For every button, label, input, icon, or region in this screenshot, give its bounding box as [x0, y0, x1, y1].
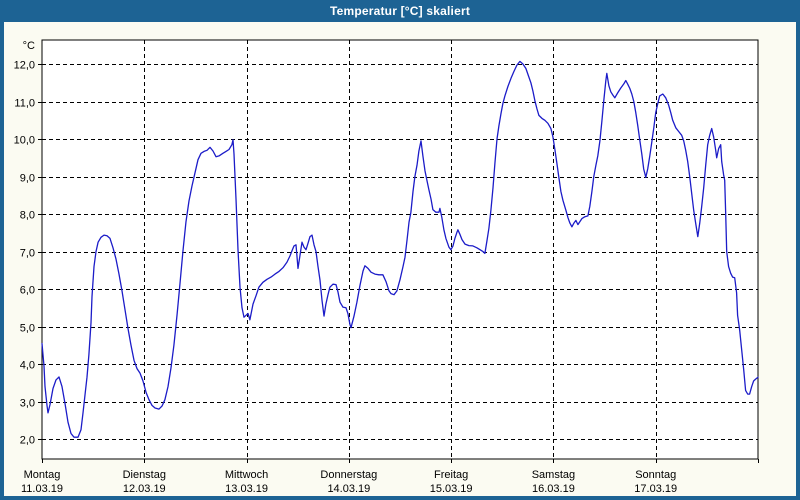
- x-day-label: Mittwoch: [225, 469, 268, 481]
- window-frame-right: [796, 22, 800, 500]
- temperature-line: [41, 60, 759, 438]
- y-tick-label: 8,0: [20, 210, 35, 222]
- x-date-label: 15.03.19: [430, 483, 473, 495]
- x-day-label: Dienstag: [123, 469, 166, 481]
- x-date-label: 12.03.19: [123, 483, 166, 495]
- window-frame-left: [0, 22, 4, 500]
- y-tick-label: 9,0: [20, 173, 35, 185]
- window-title: Temperatur [°C] skaliert: [329, 4, 471, 18]
- y-tick-label: 10,0: [14, 135, 35, 147]
- y-tick-label: 2,0: [20, 435, 35, 447]
- x-day-label: Freitag: [434, 469, 468, 481]
- y-tick-label: 12,0: [14, 60, 35, 72]
- y-tick-label: 3,0: [20, 398, 35, 410]
- y-tick-label: 4,0: [20, 360, 35, 372]
- x-day-label: Donnerstag: [320, 469, 377, 481]
- y-tick-label: 6,0: [20, 285, 35, 297]
- window-frame-bottom: [0, 496, 800, 500]
- y-tick-label: 7,0: [20, 248, 35, 260]
- x-date-label: 17.03.19: [634, 483, 677, 495]
- y-tick-label: 11,0: [14, 98, 35, 110]
- x-day-label: Montag: [24, 469, 61, 481]
- x-date-label: 11.03.19: [21, 483, 63, 495]
- plot-frame: [41, 39, 759, 460]
- x-date-label: 13.03.19: [225, 483, 268, 495]
- y-axis-unit-label: °C: [23, 40, 35, 52]
- x-day-label: Samstag: [532, 469, 575, 481]
- y-tick-label: 5,0: [20, 323, 35, 335]
- x-date-label: 16.03.19: [532, 483, 575, 495]
- title-bar: Temperatur [°C] skaliert: [0, 0, 800, 22]
- x-day-label: Sonntag: [635, 469, 676, 481]
- x-date-label: 14.03.19: [327, 483, 370, 495]
